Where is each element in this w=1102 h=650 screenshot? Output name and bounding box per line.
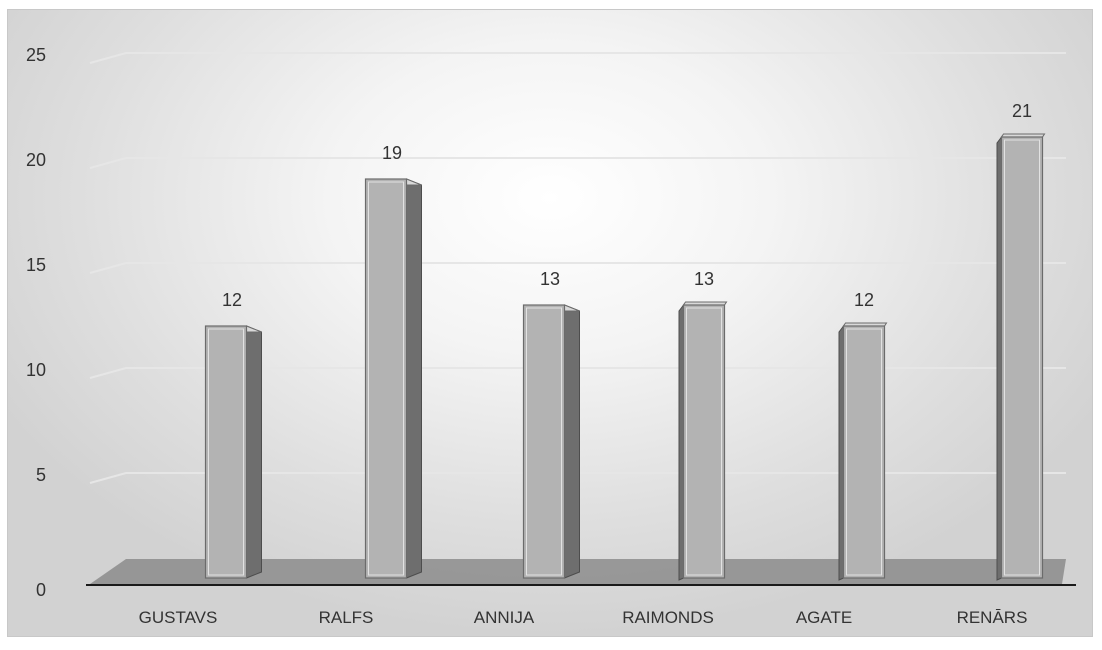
- bar-front: [1000, 136, 1044, 579]
- bar-highlight: [686, 307, 722, 576]
- x-tick-label: GUSTAVS: [139, 608, 218, 627]
- data-label: 21: [1012, 101, 1032, 121]
- bar-side: [838, 324, 844, 581]
- bar-highlight: [526, 307, 562, 576]
- data-label: 19: [382, 143, 402, 163]
- bar-front: [522, 304, 566, 579]
- x-axis: GUSTAVS RALFS ANNIJA RAIMONDS AGATE RENĀRS: [139, 608, 1028, 627]
- gridline: [89, 157, 1066, 169]
- y-tick-label: 5: [36, 465, 46, 485]
- y-axis: 0 5 10 15 20 25: [26, 45, 46, 600]
- bar-side: [564, 304, 580, 579]
- bar-highlight: [368, 181, 404, 576]
- gridline: [89, 262, 1066, 274]
- x-tick-label: RALFS: [319, 608, 374, 627]
- y-tick-label: 0: [36, 580, 46, 600]
- x-tick-label: AGATE: [796, 608, 852, 627]
- data-label: 12: [222, 290, 242, 310]
- bar-side: [246, 325, 262, 579]
- bar-highlight: [1004, 139, 1040, 576]
- gridline: [89, 52, 1066, 64]
- bar-front: [204, 325, 248, 579]
- bar-side: [996, 135, 1002, 581]
- gridlines: [89, 52, 1066, 484]
- y-tick-label: 15: [26, 255, 46, 275]
- data-labels: 12 19 13 13 12 21: [222, 101, 1032, 310]
- y-tick-label: 25: [26, 45, 46, 65]
- bar-side: [406, 178, 422, 579]
- data-label: 13: [540, 269, 560, 289]
- y-tick-label: 20: [26, 150, 46, 170]
- gridline: [89, 367, 1066, 379]
- y-tick-label: 10: [26, 360, 46, 380]
- x-tick-label: RENĀRS: [957, 608, 1028, 627]
- data-label: 12: [854, 290, 874, 310]
- bar-front: [364, 178, 408, 579]
- gridline: [89, 472, 1066, 484]
- bar: [678, 301, 728, 581]
- bar-front: [842, 325, 886, 579]
- bar-side: [678, 303, 684, 581]
- bars: [204, 133, 1046, 581]
- bar-front: [682, 304, 726, 579]
- bar: [204, 325, 262, 579]
- bar-highlight: [846, 328, 882, 576]
- bar: [364, 178, 422, 579]
- x-tick-label: ANNIJA: [474, 608, 535, 627]
- chart-frame: 0 5 10 15 20 25 12 19 13 13 12 21 GUSTAVS RALFS ANNI…: [7, 9, 1093, 637]
- bar-highlight: [208, 328, 244, 576]
- data-label: 13: [694, 269, 714, 289]
- bar: [522, 304, 580, 579]
- bar-chart: 0 5 10 15 20 25 12 19 13 13 12 21 GUSTAVS RALFS ANNI…: [26, 45, 1076, 627]
- bar: [838, 322, 888, 581]
- bar: [996, 133, 1046, 581]
- x-tick-label: RAIMONDS: [622, 608, 714, 627]
